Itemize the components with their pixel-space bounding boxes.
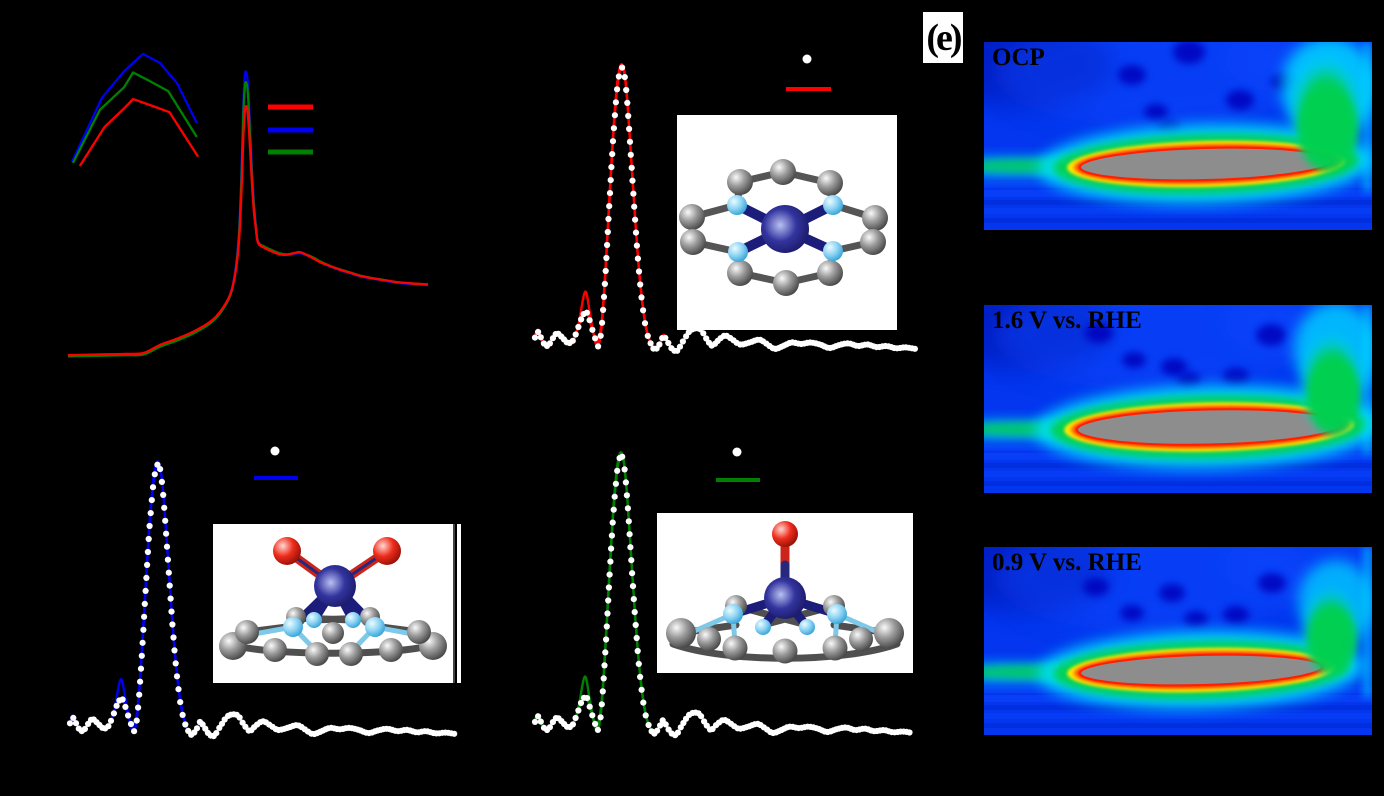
oxygen-atom — [273, 537, 301, 565]
metal-nitrogen-bonds — [288, 581, 380, 632]
legend-data-marker — [270, 446, 280, 456]
metal-atom — [764, 577, 806, 619]
xanes-xanes-red — [67, 104, 429, 357]
metal-nitrogen-bonds — [732, 200, 838, 257]
metal-atom — [761, 205, 809, 253]
nitrogen-atoms — [283, 612, 385, 637]
xanes-chart — [67, 52, 429, 358]
molecule-inset-top-view — [677, 115, 897, 330]
heatmap-ocp: OCP — [984, 42, 1372, 230]
nitrogen-atoms — [727, 195, 843, 262]
heatmap-label: OCP — [992, 44, 1045, 71]
panel-e-label-text: (e) — [926, 16, 962, 59]
exafs-data-markers — [66, 461, 458, 740]
wavelet-map-graphic — [984, 547, 1372, 735]
molecule-inset-monoxo-side-view — [657, 513, 913, 673]
inset-edge-strip — [457, 524, 461, 683]
heatmap-label: 1.6 V vs. RHE — [992, 307, 1142, 334]
heatmap-1p6v: 1.6 V vs. RHE — [984, 305, 1372, 493]
panel-e-label: (e) — [923, 12, 963, 63]
wavelet-map-graphic — [984, 42, 1372, 230]
xanes-inset-blue — [70, 52, 198, 163]
legend-data-marker — [732, 447, 742, 457]
molecule-monoxo-graphic — [666, 521, 904, 664]
metal-nitrogen-bonds — [728, 593, 842, 632]
carbon-atoms — [679, 159, 888, 296]
heatmap-0p9v: 0.9 V vs. RHE — [984, 547, 1372, 735]
xanes-inset-red — [78, 97, 200, 167]
nitrogen-bonds — [678, 611, 892, 649]
nitrogen-bonds — [240, 624, 426, 655]
exafs-chart-green — [531, 447, 913, 739]
molecule-dioxo-graphic — [219, 537, 447, 666]
wavelet-map-graphic — [984, 305, 1372, 493]
metal-atom — [314, 565, 356, 607]
oxygen-atom — [772, 521, 798, 547]
molecule-inset-dioxo-side-view — [213, 524, 455, 683]
nitrogen-atoms — [723, 604, 847, 635]
molecule-top-view-graphic — [679, 159, 888, 296]
heatmap-label: 0.9 V vs. RHE — [992, 549, 1142, 576]
exafs-chart-blue — [66, 446, 458, 740]
exafs-data-markers — [531, 453, 913, 739]
xanes-inset-green — [71, 71, 198, 164]
carbon-atoms — [219, 607, 447, 666]
legend-data-marker — [802, 54, 812, 64]
oxygen-atom — [373, 537, 401, 565]
